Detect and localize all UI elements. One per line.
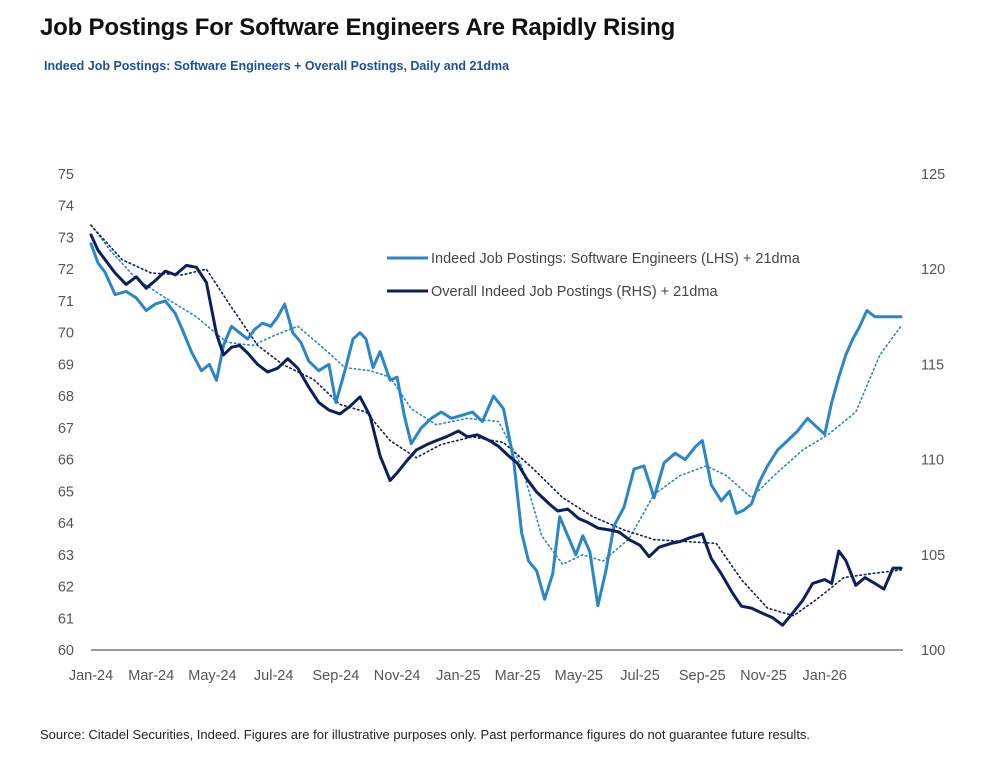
x-tick-label: Jul-24 <box>254 668 294 684</box>
y-left-tick-label: 72 <box>58 262 74 278</box>
y-left-tick-label: 61 <box>58 611 74 627</box>
x-tick-label: Sep-25 <box>679 668 726 684</box>
y-left-tick-label: 66 <box>58 453 74 469</box>
y-right-tick-label: 105 <box>921 548 945 564</box>
chart-subtitle: Indeed Job Postings: Software Engineers … <box>44 59 510 73</box>
overall-postings-line <box>89 233 903 627</box>
x-tick-label: Sep-24 <box>313 668 360 684</box>
y-left-tick-label: 73 <box>58 230 74 246</box>
software-engineers-line <box>89 242 903 608</box>
legend-software-engineers-label: Indeed Job Postings: Software Engineers … <box>431 251 801 267</box>
software-engineers-21dma-line <box>90 224 902 566</box>
x-tick-label: Mar-24 <box>128 668 174 684</box>
x-tick-label: Nov-24 <box>374 668 421 684</box>
x-tick-label: Jan-24 <box>69 668 113 684</box>
x-tick-label: Jul-25 <box>620 668 660 684</box>
y-right-tick-label: 125 <box>921 167 945 183</box>
x-tick-label: Jan-25 <box>436 668 480 684</box>
y-left-tick-label: 69 <box>58 357 74 373</box>
x-tick-label: Nov-25 <box>740 668 787 684</box>
y-left-tick-label: 63 <box>58 548 74 564</box>
y-right-tick-label: 115 <box>921 357 944 373</box>
source-note: Source: Citadel Securities, Indeed. Figu… <box>40 727 811 742</box>
y-right-tick-label: 120 <box>921 262 945 278</box>
legend-overall-postings-label: Overall Indeed Job Postings (RHS) + 21dm… <box>431 284 718 300</box>
y-left-tick-label: 64 <box>58 516 74 532</box>
chart-title: Job Postings For Software Engineers Are … <box>40 14 676 41</box>
y-left-tick-label: 68 <box>58 389 74 405</box>
y-left-tick-label: 71 <box>58 294 74 310</box>
y-left-tick-label: 60 <box>58 643 74 659</box>
x-tick-label: Mar-25 <box>495 668 541 684</box>
y-left-tick-label: 75 <box>58 167 74 183</box>
y-left-tick-label: 62 <box>58 580 74 596</box>
x-tick-label: May-24 <box>188 668 236 684</box>
x-tick-label: May-25 <box>555 668 603 684</box>
y-left-tick-label: 65 <box>58 484 74 500</box>
y-right-tick-label: 110 <box>921 453 944 469</box>
y-left-tick-label: 67 <box>58 421 74 437</box>
y-left-tick-label: 74 <box>58 199 74 215</box>
y-right-tick-label: 100 <box>921 643 945 659</box>
x-tick-label: Jan-26 <box>803 668 847 684</box>
y-left-tick-label: 70 <box>58 326 74 342</box>
